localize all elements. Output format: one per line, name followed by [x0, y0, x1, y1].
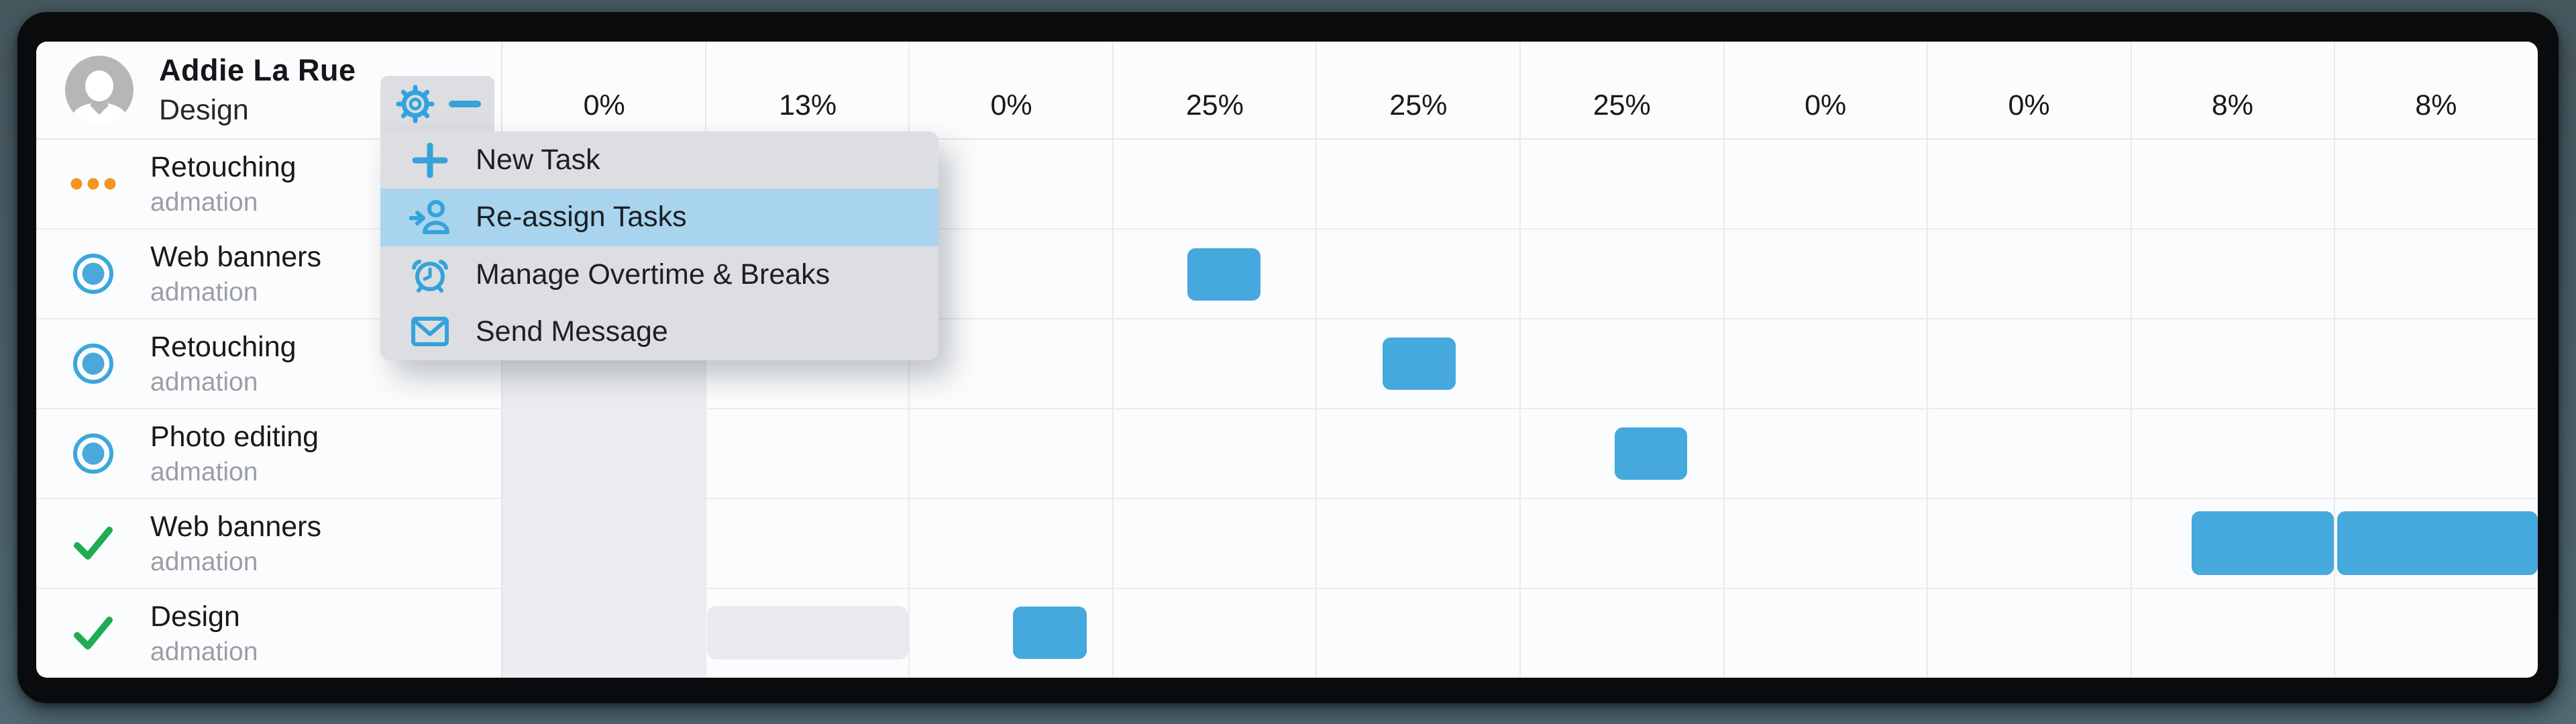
context-menu-item[interactable]: Send Message: [380, 303, 938, 360]
task-bar[interactable]: [1615, 427, 1688, 480]
utilization-header-cell[interactable]: 0%: [502, 42, 706, 138]
context-menu-item-label: New Task: [476, 144, 600, 176]
utilization-percent-label: 0%: [1805, 89, 1847, 121]
task-project: admation: [150, 637, 258, 666]
task-bar[interactable]: [1187, 248, 1260, 301]
task-row[interactable]: Design admation: [36, 589, 501, 678]
task-status: [36, 525, 150, 562]
task-name: Web banners: [150, 240, 321, 273]
task-bar[interactable]: [1012, 607, 1087, 660]
context-menu-item-label: Send Message: [476, 315, 668, 348]
resource-panel: Addie La Rue Design Retouching admation …: [36, 42, 502, 678]
person-name: Addie La Rue: [159, 53, 356, 87]
task-name: Retouching: [150, 150, 297, 183]
utilization-percent-label: 25%: [1593, 89, 1651, 121]
utilization-percent-label: 25%: [1185, 89, 1244, 121]
utilization-percent-label: 8%: [2415, 89, 2457, 121]
task-status: [36, 433, 150, 474]
utilization-header-cell[interactable]: 8%: [2334, 42, 2538, 138]
context-menu-item[interactable]: New Task: [380, 132, 938, 189]
resource-header[interactable]: Addie La Rue Design: [36, 42, 501, 140]
check-icon: [74, 527, 113, 560]
ghost-task-bar[interactable]: [706, 606, 909, 660]
task-status: [36, 343, 150, 384]
task-bar[interactable]: [2337, 511, 2538, 575]
utilization-header-cell[interactable]: 25%: [1317, 42, 1520, 138]
task-row[interactable]: Photo editing admation: [36, 409, 501, 499]
plus-icon: [412, 142, 448, 178]
radio-icon: [73, 344, 113, 384]
radio-icon: [73, 254, 113, 294]
app-window-frame: 0% 13% 0% 25% 25% 25% 0% 0% 8% 8%: [17, 12, 2559, 703]
task-list: Retouching admation Web banners admation…: [36, 140, 501, 678]
task-bar[interactable]: [2191, 511, 2334, 575]
task-bar[interactable]: [1382, 338, 1456, 391]
task-project: admation: [150, 547, 258, 576]
utilization-percent-label: 0%: [583, 89, 625, 121]
settings-context-menu: New Task Re-assign Tasks Manage Overtime…: [380, 132, 938, 360]
radio-icon: [73, 433, 113, 474]
resource-schedule-board: 0% 13% 0% 25% 25% 25% 0% 0% 8% 8%: [36, 42, 2538, 678]
task-name: Web banners: [150, 510, 321, 543]
utilization-header-cell[interactable]: 0%: [1723, 42, 1927, 138]
task-name: Design: [150, 600, 240, 633]
utilization-percent-label: 25%: [1389, 89, 1448, 121]
utilization-header-cell[interactable]: 0%: [910, 42, 1113, 138]
task-row[interactable]: Web banners admation: [36, 499, 501, 589]
context-menu-item[interactable]: Manage Overtime & Breaks: [380, 246, 938, 303]
grid-header: 0% 13% 0% 25% 25% 25% 0% 0% 8% 8%: [502, 42, 2538, 140]
task-status: [36, 177, 150, 191]
task-name: Retouching: [150, 330, 297, 363]
task-row[interactable]: Web banners admation: [36, 229, 501, 319]
task-status: [36, 253, 150, 295]
task-status: [36, 615, 150, 652]
utilization-percent-label: 8%: [2211, 89, 2254, 121]
alarm-icon: [412, 260, 448, 293]
utilization-header-cell[interactable]: 25%: [1520, 42, 1723, 138]
utilization-header-cell[interactable]: 25%: [1113, 42, 1316, 138]
task-project: admation: [150, 367, 258, 397]
utilization-percent-label: 0%: [2008, 89, 2050, 121]
check-icon: [74, 617, 113, 650]
envelope-icon: [411, 317, 449, 347]
settings-gear-button[interactable]: [394, 83, 437, 125]
row-settings-tab: [380, 76, 494, 132]
gear-icon: [396, 85, 435, 123]
task-name: Photo editing: [150, 420, 319, 453]
utilization-percent-label: 0%: [990, 89, 1032, 121]
reassign-icon: [409, 199, 449, 234]
context-menu-item[interactable]: Re-assign Tasks: [380, 189, 938, 246]
task-project: admation: [150, 457, 258, 486]
person-role: Design: [159, 94, 249, 126]
context-menu-item-label: Manage Overtime & Breaks: [476, 258, 830, 291]
task-row[interactable]: Retouching admation: [36, 140, 501, 229]
task-row[interactable]: Retouching admation: [36, 319, 501, 409]
context-menu-item-label: Re-assign Tasks: [476, 201, 687, 234]
utilization-header-cell[interactable]: 13%: [706, 42, 909, 138]
task-project: admation: [150, 187, 258, 217]
task-project: admation: [150, 277, 258, 307]
minus-icon[interactable]: [449, 100, 481, 107]
utilization-percent-label: 13%: [779, 89, 837, 121]
ellipsis-icon: [70, 178, 116, 190]
avatar: [65, 56, 133, 124]
utilization-header-cell[interactable]: 0%: [1927, 42, 2131, 138]
utilization-header-cell[interactable]: 8%: [2131, 42, 2334, 138]
